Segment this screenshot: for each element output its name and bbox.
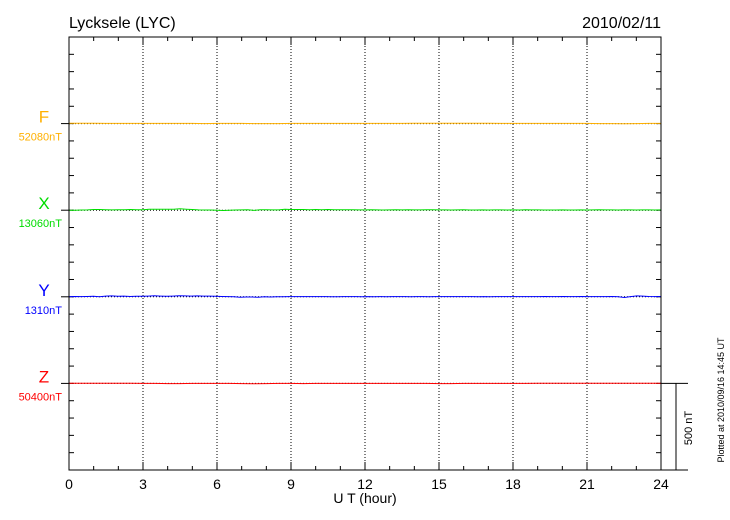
x-tick-label: 12 <box>357 476 373 492</box>
footnote: Plotted at 2010/09/16 14:45 UT <box>716 337 726 463</box>
trace-x <box>69 208 662 212</box>
series-name-z: Z <box>39 367 49 386</box>
chart-date: 2010/02/11 <box>582 15 661 32</box>
x-tick-label: 3 <box>139 476 147 492</box>
x-tick-label: 9 <box>287 476 295 492</box>
series-baseline-y: 1310nT <box>25 305 63 317</box>
series-baseline-z: 50400nT <box>19 391 63 403</box>
chart-title: Lycksele (LYC) <box>69 15 176 32</box>
x-tick-label: 0 <box>65 476 73 492</box>
x-tick-label: 15 <box>431 476 447 492</box>
series-name-y: Y <box>38 281 49 300</box>
trace-y <box>68 295 662 299</box>
plot-frame <box>68 36 662 471</box>
trace-f <box>69 122 661 125</box>
series-name-f: F <box>39 108 49 127</box>
x-tick-label: 21 <box>579 476 595 492</box>
series-name-x: X <box>38 194 49 213</box>
trace-z <box>69 382 661 385</box>
series-baseline-x: 13060nT <box>19 218 63 230</box>
scale-bar-label: 500 nT <box>683 411 695 446</box>
series-baseline-f: 52080nT <box>19 132 63 144</box>
x-tick-label: 6 <box>213 476 221 492</box>
x-axis-label: U T (hour) <box>333 490 396 506</box>
x-tick-label: 24 <box>653 476 669 492</box>
x-tick-label: 18 <box>505 476 521 492</box>
